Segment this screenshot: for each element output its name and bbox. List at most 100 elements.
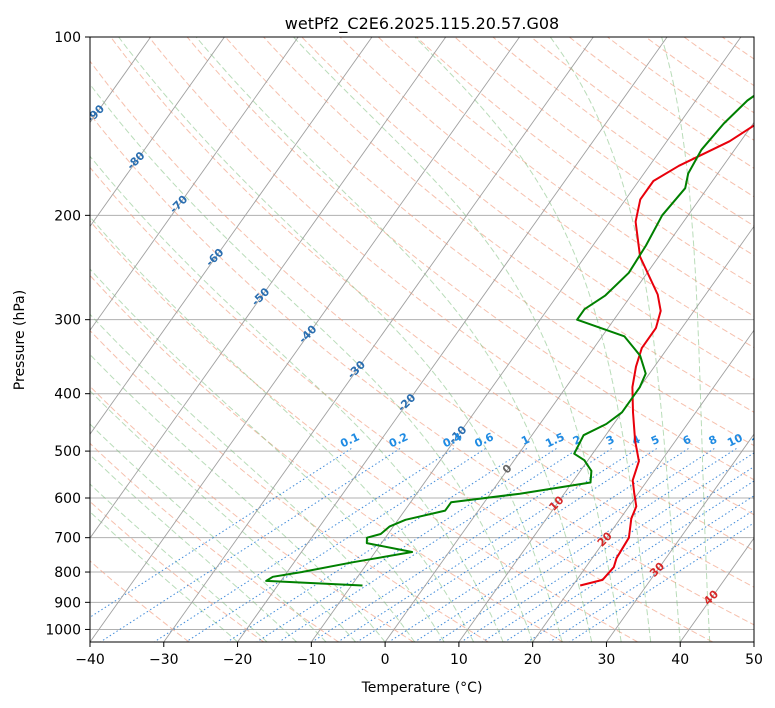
x-tick-label: 0 [381, 652, 390, 668]
moist-adiabat [90, 511, 238, 642]
isotherm [163, 37, 594, 642]
isotherm [90, 37, 225, 228]
mixing-ratio-line [504, 480, 754, 642]
y-tick-label: 200 [54, 208, 81, 224]
mixing-ratio-line [482, 466, 754, 642]
dry-adiabat [90, 274, 564, 642]
moist-adiabat [90, 353, 386, 642]
mixing-ratio-line [356, 448, 658, 642]
dry-adiabat [339, 37, 754, 349]
mixing-ratio-line [414, 448, 715, 642]
dry-adiabats [90, 37, 754, 642]
moist-adiabat [90, 454, 297, 642]
moist-adiabat [90, 268, 445, 642]
moist-adiabat [118, 37, 563, 642]
moist-adiabat [195, 37, 593, 642]
dry-adiabat [90, 500, 265, 642]
mixing-ratio-line [226, 448, 528, 642]
y-axis-ticks: 100 200 300 400 500 600 700 800 900 1000 [45, 30, 90, 638]
moist-adiabat [90, 83, 534, 642]
isotherm [90, 37, 299, 332]
y-tick-label: 700 [54, 531, 81, 547]
x-axis-label: Temperature (°C) [361, 680, 483, 696]
x-axis-ticks: −40 −30 −20 −10 0 10 20 30 40 50 [75, 642, 763, 668]
dry-adiabat [90, 329, 489, 642]
y-tick-label: 800 [54, 565, 81, 581]
x-tick-label: 30 [598, 652, 616, 668]
isotherm [679, 537, 754, 642]
y-tick-label: 900 [54, 595, 81, 611]
mixing-ratio-line [256, 448, 557, 642]
x-tick-label: −30 [149, 652, 179, 668]
x-tick-label: −40 [75, 652, 105, 668]
profile-series [265, 94, 754, 587]
moist-adiabat [293, 37, 622, 642]
x-tick-label: 50 [745, 652, 763, 668]
mixing-ratio-label: 10 [725, 431, 745, 449]
mixing-ratio-line [90, 448, 352, 618]
mixing-ratio-line [100, 448, 401, 642]
dry-adiabat [225, 37, 754, 447]
moist-adiabat [549, 37, 681, 642]
dry-adiabat [530, 37, 754, 198]
dewpoint-line [265, 94, 754, 587]
moist-adiabat [90, 216, 475, 642]
dry-adiabat [148, 37, 754, 516]
isotherm [90, 37, 520, 642]
moist-adiabat [414, 37, 652, 642]
isotherm [310, 37, 742, 642]
moist-adiabat [90, 155, 504, 642]
isotherm [237, 37, 668, 642]
mixing-ratio-line [278, 448, 579, 642]
dry-adiabat [90, 166, 713, 642]
x-tick-label: 20 [524, 652, 542, 668]
mixing-ratio-lines [90, 448, 754, 642]
dry-adiabat [90, 385, 414, 642]
isotherm [90, 37, 447, 539]
y-axis-label: Pressure (hPa) [12, 290, 28, 390]
dry-adiabat [454, 37, 754, 257]
x-tick-label: 10 [450, 652, 468, 668]
isotherm [606, 433, 754, 642]
mixing-ratio-line [311, 448, 613, 642]
y-tick-label: 1000 [45, 622, 81, 638]
isotherm [90, 37, 373, 435]
isotherms [90, 37, 754, 642]
y-tick-label: 500 [54, 444, 81, 460]
mixing-ratio-line [569, 522, 754, 642]
isotherm [384, 121, 754, 642]
dry-adiabat [263, 37, 754, 413]
moist-adiabats [90, 37, 711, 642]
mixing-ratio-line [460, 452, 754, 642]
moist-adiabat [90, 483, 268, 642]
moist-adiabat [661, 37, 711, 642]
mixing-ratio-label: 13 [750, 431, 769, 449]
isotherm [458, 225, 754, 642]
mixing-ratio-line [549, 509, 754, 642]
x-tick-label: 40 [671, 652, 689, 668]
plot-frame [89, 36, 755, 643]
y-tick-label: 600 [54, 491, 81, 507]
dry-adiabat [492, 37, 754, 227]
moist-adiabat [90, 313, 416, 642]
chart-title: wetPf2_C2E6.2025.115.20.57.G08 [285, 14, 559, 34]
y-tick-label: 400 [54, 387, 81, 403]
plot-area: -100-90-80-70-60-50-40-30-20-10010203040… [90, 37, 769, 642]
gridlines [90, 37, 754, 630]
isotherm [532, 329, 754, 642]
temperature-line [579, 124, 754, 587]
dry-adiabat [186, 37, 754, 481]
mixing-ratio-line [185, 448, 486, 642]
mixing-ratio-line [153, 448, 455, 642]
moist-adiabat [90, 423, 327, 642]
x-tick-label: −20 [223, 652, 253, 668]
y-tick-label: 300 [54, 313, 81, 329]
x-tick-label: −10 [297, 652, 327, 668]
mixing-ratio-line [337, 448, 638, 642]
dry-adiabat [110, 37, 754, 552]
y-tick-label: 100 [54, 30, 81, 46]
dry-adiabat [301, 37, 754, 381]
dry-adiabat [90, 60, 754, 588]
